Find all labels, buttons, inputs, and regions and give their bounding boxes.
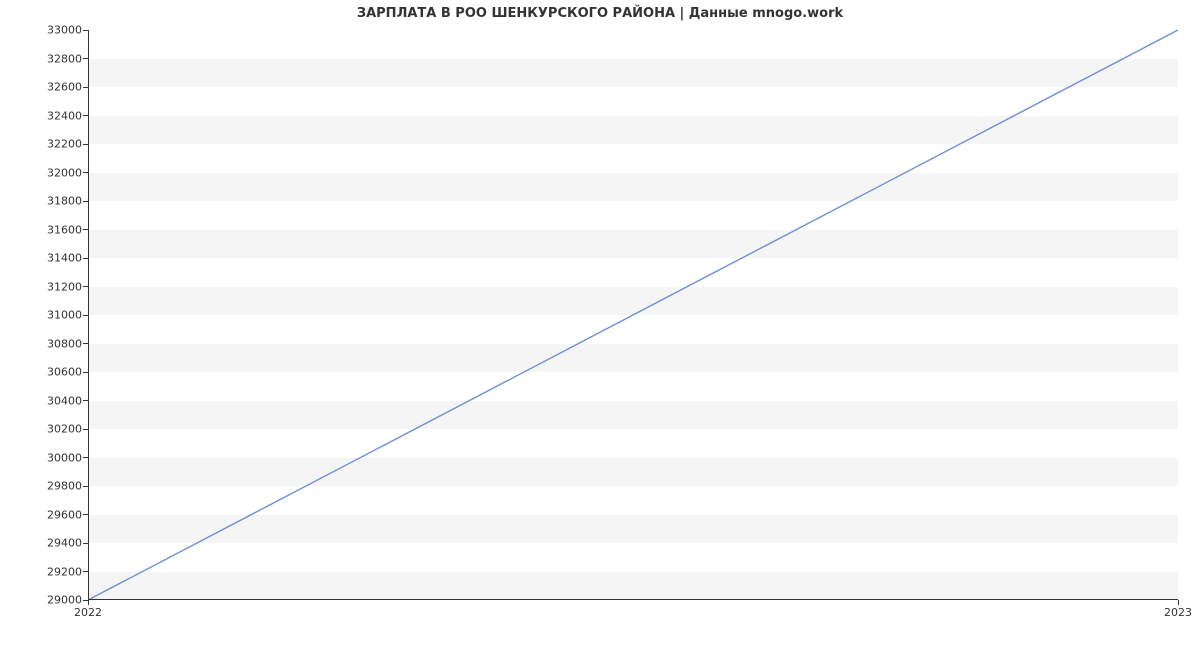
y-tick-label: 30000 bbox=[47, 451, 88, 464]
y-tick-label: 31200 bbox=[47, 280, 88, 293]
y-tick-label: 32000 bbox=[47, 166, 88, 179]
y-tick-label: 32200 bbox=[47, 138, 88, 151]
y-tick-label: 31800 bbox=[47, 195, 88, 208]
series-line bbox=[88, 30, 1178, 600]
plot-area: 2900029200294002960029800300003020030400… bbox=[88, 30, 1178, 600]
x-axis bbox=[88, 599, 1178, 600]
y-tick-label: 30200 bbox=[47, 423, 88, 436]
salary-chart: ЗАРПЛАТА В РОО ШЕНКУРСКОГО РАЙОНА | Данн… bbox=[0, 0, 1200, 650]
y-tick-label: 31400 bbox=[47, 252, 88, 265]
y-tick-label: 33000 bbox=[47, 24, 88, 37]
y-tick-label: 32600 bbox=[47, 81, 88, 94]
y-tick-label: 29800 bbox=[47, 480, 88, 493]
y-tick-label: 32400 bbox=[47, 109, 88, 122]
y-tick-label: 29400 bbox=[47, 537, 88, 550]
y-tick-label: 30600 bbox=[47, 366, 88, 379]
chart-title: ЗАРПЛАТА В РОО ШЕНКУРСКОГО РАЙОНА | Данн… bbox=[0, 6, 1200, 21]
x-tick-label: 2022 bbox=[74, 600, 102, 619]
line-layer bbox=[88, 30, 1178, 600]
x-tick-label: 2023 bbox=[1164, 600, 1192, 619]
y-tick-label: 32800 bbox=[47, 52, 88, 65]
y-axis bbox=[88, 30, 89, 600]
y-tick-label: 30800 bbox=[47, 337, 88, 350]
y-tick-label: 31000 bbox=[47, 309, 88, 322]
y-tick-label: 29600 bbox=[47, 508, 88, 521]
y-tick-label: 31600 bbox=[47, 223, 88, 236]
y-tick-label: 30400 bbox=[47, 394, 88, 407]
y-tick-label: 29200 bbox=[47, 565, 88, 578]
